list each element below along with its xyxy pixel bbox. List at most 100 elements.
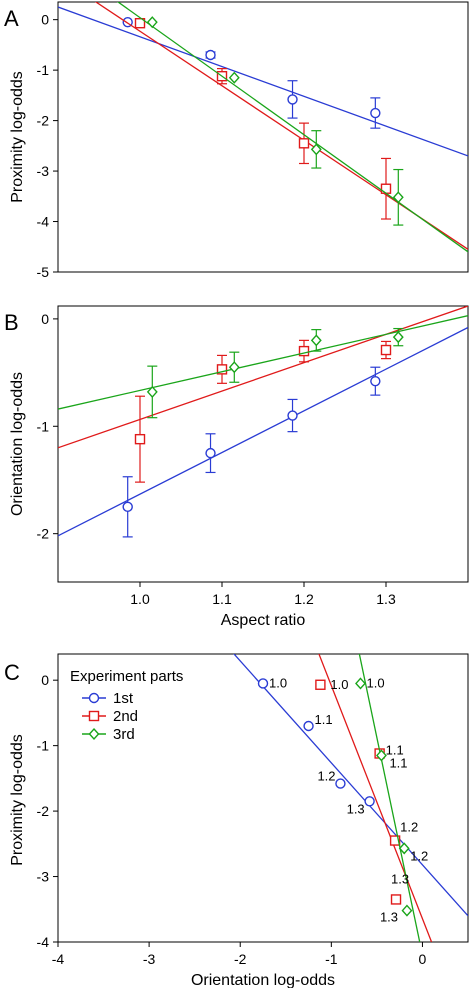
fit-line-square [318, 654, 433, 942]
data-point-square [216, 364, 228, 375]
point-label: 1.2 [317, 769, 335, 784]
data-point-circle [205, 49, 216, 61]
fit-line-circle [233, 654, 468, 917]
fit-line-diamond [358, 654, 421, 942]
fit-line-circle [58, 6, 468, 157]
y-tick-label: -2 [37, 113, 50, 129]
y-tick-label: -2 [37, 803, 50, 819]
point-label: 1.2 [400, 820, 418, 835]
point-label: 1.2 [410, 848, 428, 863]
plot-area [58, 2, 468, 253]
panel-A: 0 -1 -2 -3 -4 -5 Proximity log-odds A [4, 1, 469, 280]
x-axis-label: Orientation log-odds [191, 972, 335, 988]
y-tick-label: -3 [37, 869, 50, 885]
data-point-diamond [401, 904, 413, 917]
y-tick-label: 0 [41, 672, 49, 688]
y-tick-label: 0 [41, 12, 49, 28]
panel-letter: C [4, 660, 20, 685]
point-label: 1.1 [389, 755, 407, 770]
plot-frame [57, 305, 469, 583]
y-tick-label: -1 [37, 418, 50, 434]
x-tick-label: -2 [234, 951, 247, 967]
panel-B: 0 -1 -2 1.0 1.1 1.2 1.3 Orientation log-odds Asp… [4, 305, 469, 629]
panel-letter: B [4, 310, 19, 335]
x-tick-label: -3 [143, 951, 156, 967]
panel-C: 0 -1 -2 -3 -4-4 -3 -2 -1 0 Proximity log-odds Orie… [4, 653, 469, 988]
y-tick-label: -5 [37, 264, 50, 280]
data-point-diamond [355, 677, 366, 690]
legend-entry: 2nd [113, 708, 138, 725]
y-axis-label: Proximity log-odds [9, 734, 26, 866]
x-tick-label: 1.1 [212, 591, 232, 607]
point-label: 1.0 [269, 675, 287, 690]
data-point-circle [370, 375, 381, 387]
x-axis-label: Aspect ratio [221, 612, 306, 629]
plot-area [233, 654, 468, 942]
data-point-circle [205, 447, 216, 459]
point-label: 1.1 [386, 742, 404, 757]
plot-frame [57, 1, 469, 273]
plot-frame [57, 653, 469, 943]
point-label: 1.3 [347, 801, 365, 816]
data-point-square [390, 894, 402, 905]
legend-title: Experiment parts [70, 668, 183, 685]
data-point-circle [122, 501, 133, 513]
legend-entry: 1st [113, 690, 134, 707]
panel-letter: A [4, 6, 19, 31]
data-point-circle [370, 107, 381, 119]
data-point-diamond [398, 842, 410, 855]
x-tick-label: 1.0 [130, 591, 150, 607]
data-point-diamond [146, 16, 158, 29]
data-point-diamond [392, 331, 404, 344]
x-tick-label: -4 [52, 951, 65, 967]
data-point-square [380, 344, 392, 356]
plot-area [58, 306, 468, 538]
y-axis-label: Proximity log-odds [9, 71, 26, 203]
data-point-diamond [310, 143, 322, 156]
fit-line-square [94, 2, 468, 250]
point-label: 1.3 [380, 910, 398, 925]
data-point-square [315, 679, 326, 690]
data-point-square [134, 433, 146, 445]
y-tick-label: -1 [37, 62, 50, 78]
y-tick-label: -4 [37, 934, 50, 950]
data-point-circle [287, 94, 298, 105]
data-point-circle [364, 796, 375, 807]
data-point-circle [335, 778, 346, 789]
data-point-square [298, 138, 310, 149]
fit-line-diamond [58, 315, 468, 410]
point-label: 1.0 [366, 675, 384, 690]
point-label: 1.3 [391, 871, 409, 886]
y-tick-label: -1 [37, 738, 50, 754]
y-tick-label: -2 [37, 526, 50, 542]
x-tick-label: 1.2 [294, 591, 314, 607]
y-tick-label: -3 [37, 163, 50, 179]
fit-line-square [58, 306, 468, 449]
legend-marker-diamond [88, 727, 100, 741]
data-point-diamond [228, 71, 240, 84]
data-point-square [380, 183, 392, 194]
data-point-circle [257, 678, 269, 689]
point-label: 1.1 [315, 712, 333, 727]
data-point-diamond [146, 385, 158, 398]
data-point-diamond [376, 749, 387, 762]
x-tick-label: 0 [419, 951, 427, 967]
y-tick-label: -4 [37, 214, 50, 230]
x-tick-label: 1.3 [376, 591, 396, 607]
data-point-square [134, 17, 146, 29]
y-tick-label: 0 [41, 311, 49, 327]
fit-line-diamond [116, 2, 468, 253]
data-point-diamond [310, 334, 322, 347]
data-point-diamond [228, 361, 240, 374]
x-tick-label: -1 [325, 951, 338, 967]
legend-marker-square [88, 710, 100, 722]
data-point-circle [303, 720, 314, 732]
data-point-diamond [392, 191, 404, 204]
y-axis-label: Orientation log-odds [9, 372, 26, 516]
legend-entry: 3rd [113, 726, 135, 743]
legend-marker-circle [88, 692, 100, 704]
data-point-square [298, 345, 310, 357]
data-point-circle [287, 410, 298, 421]
